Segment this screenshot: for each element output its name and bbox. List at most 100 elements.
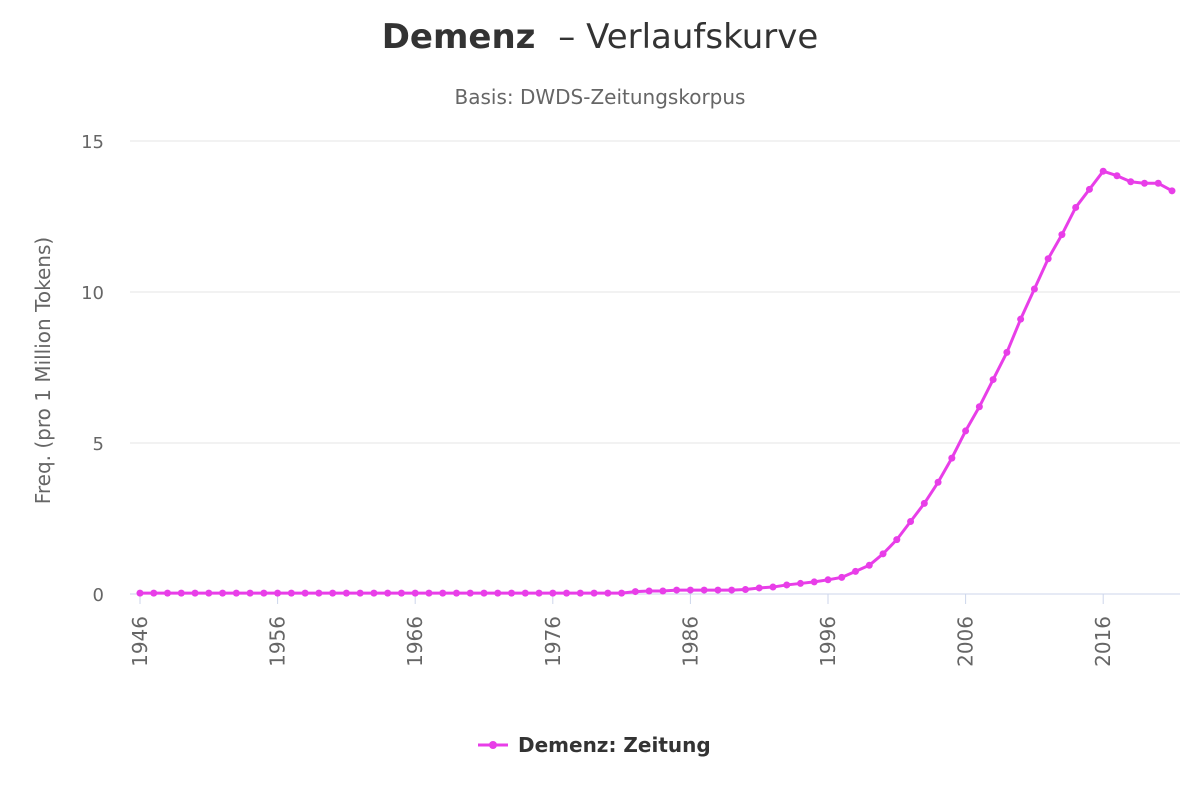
series-group [136,167,1176,597]
data-point[interactable] [755,584,763,592]
data-point[interactable] [714,586,722,594]
data-point[interactable] [893,536,901,544]
data-point[interactable] [1127,178,1135,186]
chart-subtitle: Basis: DWDS-Zeitungskorpus [455,85,746,109]
data-point[interactable] [136,589,144,597]
data-point[interactable] [728,586,736,594]
series-line[interactable] [140,169,1173,595]
data-point[interactable] [508,589,516,597]
data-point[interactable] [920,499,928,507]
y-axis-label: Freq. (pro 1 Million Tokens) [31,237,55,504]
data-point[interactable] [934,478,942,486]
data-point[interactable] [1154,179,1162,187]
y-tick-label: 5 [93,434,104,455]
data-point[interactable] [783,581,791,589]
data-point[interactable] [439,589,447,597]
data-point[interactable] [246,589,254,597]
data-point[interactable] [549,589,557,597]
data-point[interactable] [1058,231,1066,239]
data-point[interactable] [1072,203,1080,211]
data-point[interactable] [411,589,419,597]
data-point[interactable] [1113,172,1121,180]
data-point[interactable] [838,573,846,581]
chart-title-rest: – Verlaufskurve [558,17,818,57]
data-point[interactable] [1044,255,1052,263]
data-point[interactable] [1003,348,1011,356]
data-point[interactable] [384,589,392,597]
data-point[interactable] [700,586,708,594]
data-point[interactable] [397,589,405,597]
data-point[interactable] [1017,315,1025,323]
data-point[interactable] [452,589,460,597]
data-point[interactable] [1030,285,1038,293]
data-point[interactable] [425,589,433,597]
data-point[interactable] [879,550,887,558]
data-point[interactable] [618,589,626,597]
data-point[interactable] [301,589,309,597]
data-point[interactable] [659,587,667,595]
data-point[interactable] [466,589,474,597]
data-point[interactable] [604,589,612,597]
data-point[interactable] [370,589,378,597]
data-point[interactable] [177,589,185,597]
x-tick-label: 1946 [128,616,152,667]
chart-title-keyword: Demenz [382,17,536,57]
legend[interactable]: Demenz: Zeitung [478,733,711,757]
data-point[interactable] [631,588,639,596]
data-point[interactable] [686,586,694,594]
y-tick-label: 0 [93,585,104,606]
data-point[interactable] [232,589,240,597]
chart-title: Demenz – Verlaufskurve [382,17,819,57]
x-tick-label: 1976 [541,616,565,667]
data-point[interactable] [563,589,571,597]
data-point[interactable] [494,589,502,597]
data-point[interactable] [164,589,172,597]
data-point[interactable] [796,579,804,587]
data-point[interactable] [150,589,158,597]
data-point[interactable] [274,589,282,597]
data-point[interactable] [576,589,584,597]
data-point[interactable] [1085,185,1093,193]
x-tick-label: 1956 [266,616,290,667]
data-point[interactable] [329,589,337,597]
data-point[interactable] [907,518,915,526]
data-point[interactable] [824,576,832,584]
data-point[interactable] [1168,187,1176,195]
x-tick-label: 1996 [816,616,840,667]
data-point[interactable] [287,589,295,597]
data-point[interactable] [219,589,227,597]
data-point[interactable] [260,589,268,597]
x-tick-label: 2016 [1091,616,1115,667]
data-point[interactable] [962,427,970,435]
y-tick-label: 10 [81,283,104,304]
data-point[interactable] [205,589,213,597]
data-point[interactable] [948,454,956,462]
data-point[interactable] [1099,167,1107,175]
data-point[interactable] [480,589,488,597]
data-point[interactable] [1140,179,1148,187]
data-point[interactable] [521,589,529,597]
data-point[interactable] [645,587,653,595]
y-axis-ticks: 0 5 10 15 [81,132,104,606]
data-point[interactable] [191,589,199,597]
data-point[interactable] [342,589,350,597]
data-point[interactable] [741,585,749,593]
legend-marker-symbol [489,741,497,749]
legend-item-label: Demenz: Zeitung [518,733,711,757]
x-tick-label: 1966 [403,616,427,667]
x-tick-label: 2006 [954,616,978,667]
grid-lines [130,140,1180,444]
data-point[interactable] [673,586,681,594]
data-point[interactable] [865,561,873,569]
data-point[interactable] [769,583,777,591]
data-point[interactable] [852,567,860,575]
data-point[interactable] [535,589,543,597]
data-point[interactable] [975,403,983,411]
data-point[interactable] [590,589,598,597]
data-point[interactable] [315,589,323,597]
y-tick-label: 15 [81,132,104,153]
data-point[interactable] [356,589,364,597]
data-point[interactable] [810,578,818,586]
data-point[interactable] [989,376,997,384]
